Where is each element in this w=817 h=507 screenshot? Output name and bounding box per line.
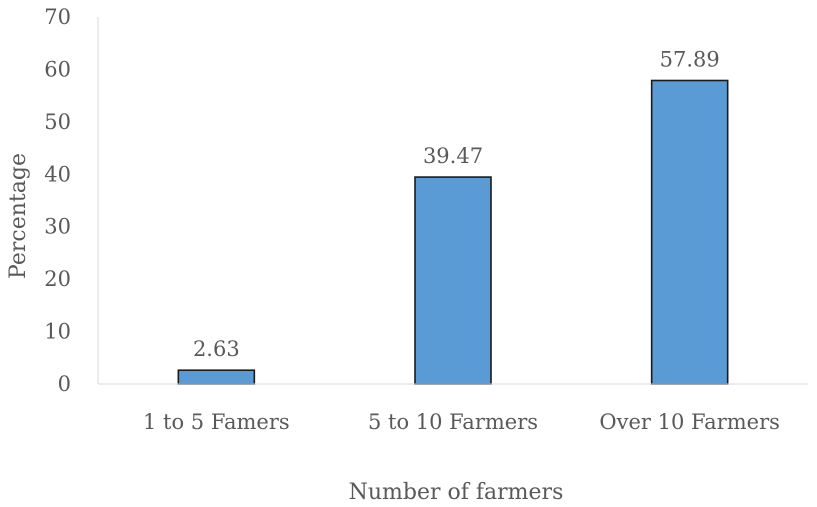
x-tick-label: 5 to 10 Farmers <box>368 410 538 434</box>
x-axis-title: Number of farmers <box>349 480 564 505</box>
x-axis: 1 to 5 Famers 5 to 10 Farmers Over 10 Farm… <box>98 383 808 434</box>
y-tick-label: 60 <box>44 57 71 81</box>
data-label: 39.47 <box>423 144 483 168</box>
bar <box>650 79 729 385</box>
y-tick-label: 50 <box>44 110 71 134</box>
y-axis: 0 10 20 30 40 50 60 70 <box>44 5 99 396</box>
y-tick-label: 0 <box>58 372 71 396</box>
y-tick-label: 30 <box>44 215 71 239</box>
y-tick-label: 40 <box>44 162 71 186</box>
y-tick-label: 20 <box>44 267 71 291</box>
x-tick-label: Over 10 Farmers <box>599 410 779 434</box>
y-tick-label: 10 <box>44 320 71 344</box>
bar <box>414 176 492 385</box>
x-tick-label: 1 to 5 Famers <box>143 410 290 434</box>
bars: 2.63 39.47 57.89 <box>177 47 729 385</box>
y-tick-label: 70 <box>44 5 71 29</box>
bar <box>177 369 256 385</box>
data-label: 2.63 <box>193 337 240 361</box>
y-axis-title: Percentage <box>6 153 31 279</box>
data-label: 57.89 <box>660 47 720 71</box>
